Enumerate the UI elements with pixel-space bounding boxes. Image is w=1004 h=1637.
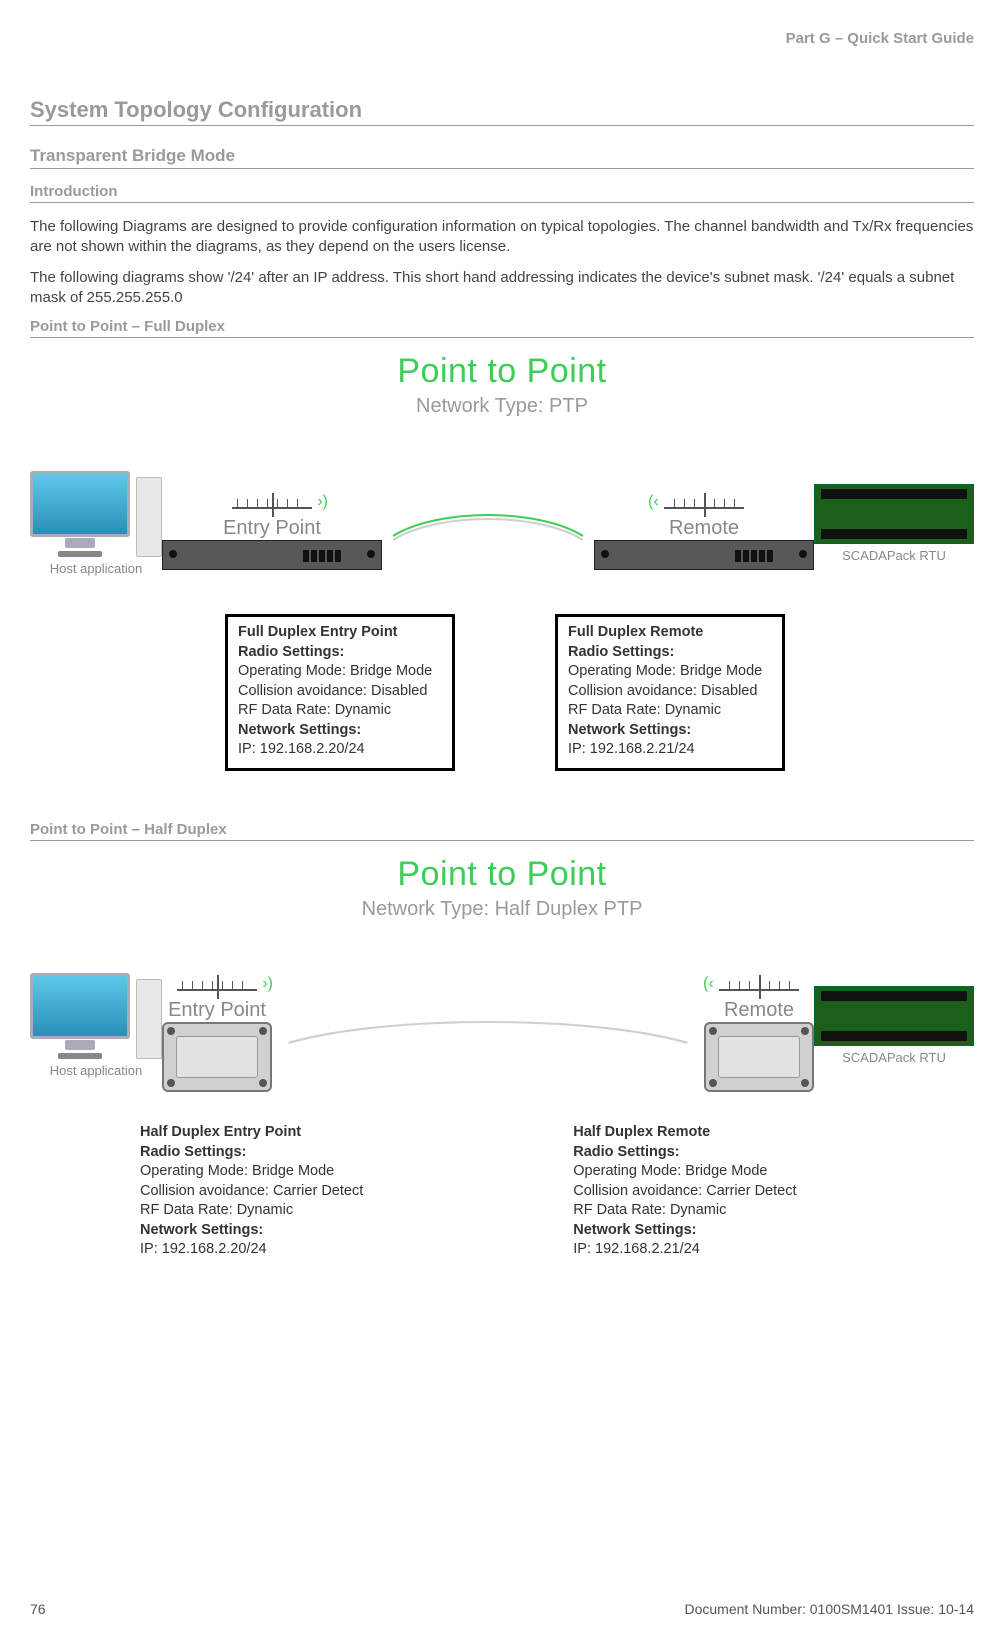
collision: Collision avoidance: Disabled (238, 683, 427, 699)
section-heading-ptp-half: Point to Point – Half Duplex (30, 821, 974, 841)
host-label: Host application (50, 561, 143, 576)
section-heading-intro: Introduction (30, 183, 974, 203)
settings-remote-half: Half Duplex Remote Radio Settings: Opera… (573, 1117, 806, 1268)
box-title: Full Duplex Remote (568, 624, 703, 640)
diagram-ptp-half: Point to Point Network Type: Half Duplex… (30, 855, 974, 1268)
data-rate: RF Data Rate: Dynamic (238, 702, 391, 718)
waves-icon: ›) (262, 975, 273, 993)
remote-label: Remote (669, 517, 739, 540)
box-title: Full Duplex Entry Point (238, 624, 398, 640)
header-part: Part G – Quick Start Guide (30, 30, 974, 47)
remote-node: (‹ Remote (594, 477, 814, 570)
entry-label: Entry Point (223, 517, 321, 540)
collision: Collision avoidance: Carrier Detect (573, 1183, 796, 1199)
host-label: Host application (50, 1063, 143, 1078)
antenna-icon: ›) (232, 477, 312, 517)
page-footer: 76 Document Number: 0100SM1401 Issue: 10… (30, 1601, 974, 1617)
diagram-title: Point to Point (30, 855, 974, 894)
ip-address: IP: 192.168.2.20/24 (140, 1241, 267, 1257)
scadapack-icon (814, 484, 974, 544)
remote-label: Remote (724, 999, 794, 1022)
radio-settings-label: Radio Settings: (238, 644, 344, 660)
scada-label: SCADAPack RTU (842, 548, 946, 563)
antenna-icon: (‹ (664, 477, 744, 517)
waves-icon: ›) (317, 493, 328, 511)
network-settings-label: Network Settings: (140, 1222, 263, 1238)
remote-node: (‹ Remote (704, 959, 814, 1092)
rack-radio-icon (162, 540, 382, 570)
op-mode: Operating Mode: Bridge Mode (238, 663, 432, 679)
settings-entry-full: Full Duplex Entry Point Radio Settings: … (225, 614, 455, 771)
ip-address: IP: 192.168.2.21/24 (573, 1241, 700, 1257)
box-title: Half Duplex Remote (573, 1124, 710, 1140)
section-heading-mode: Transparent Bridge Mode (30, 146, 974, 169)
diagram-subtitle: Network Type: Half Duplex PTP (30, 898, 974, 921)
settings-entry-half: Half Duplex Entry Point Radio Settings: … (140, 1117, 373, 1268)
rf-link-icon (278, 1001, 698, 1051)
rack-radio-icon (594, 540, 814, 570)
intro-paragraph-2: The following diagrams show '/24' after … (30, 268, 974, 309)
collision: Collision avoidance: Disabled (568, 683, 757, 699)
monitor-icon (30, 471, 130, 537)
monitor-icon (30, 973, 130, 1039)
antenna-icon: (‹ (719, 959, 799, 999)
diagram-title: Point to Point (30, 352, 974, 391)
box-radio-icon (162, 1022, 272, 1092)
section-heading-ptp-full: Point to Point – Full Duplex (30, 318, 974, 338)
scadapack-icon (814, 986, 974, 1046)
ip-address: IP: 192.168.2.20/24 (238, 741, 365, 757)
waves-icon: (‹ (648, 493, 659, 511)
diagram-ptp-full: Point to Point Network Type: PTP Host ap… (30, 352, 974, 771)
network-settings-label: Network Settings: (573, 1222, 696, 1238)
entry-node: ›) Entry Point (162, 959, 272, 1092)
op-mode: Operating Mode: Bridge Mode (140, 1163, 334, 1179)
diagram-subtitle: Network Type: PTP (30, 395, 974, 418)
network-settings-label: Network Settings: (568, 722, 691, 738)
scada-label: SCADAPack RTU (842, 1050, 946, 1065)
document-number: Document Number: 0100SM1401 Issue: 10-14 (685, 1601, 975, 1617)
waves-icon: (‹ (703, 975, 714, 993)
page-number: 76 (30, 1601, 46, 1617)
intro-paragraph-1: The following Diagrams are designed to p… (30, 217, 974, 258)
data-rate: RF Data Rate: Dynamic (140, 1202, 293, 1218)
ip-address: IP: 192.168.2.21/24 (568, 741, 695, 757)
rf-link-icon (388, 498, 588, 548)
modem-icon (136, 477, 162, 557)
settings-remote-full: Full Duplex Remote Radio Settings: Opera… (555, 614, 785, 771)
host-device: Host application (30, 471, 162, 576)
antenna-icon: ›) (177, 959, 257, 999)
radio-settings-label: Radio Settings: (573, 1144, 679, 1160)
entry-label: Entry Point (168, 999, 266, 1022)
collision: Collision avoidance: Carrier Detect (140, 1183, 363, 1199)
scada-device: SCADAPack RTU (814, 986, 974, 1065)
entry-node: ›) Entry Point (162, 477, 382, 570)
page-title: System Topology Configuration (30, 97, 974, 126)
box-title: Half Duplex Entry Point (140, 1124, 301, 1140)
data-rate: RF Data Rate: Dynamic (573, 1202, 726, 1218)
op-mode: Operating Mode: Bridge Mode (573, 1163, 767, 1179)
box-radio-icon (704, 1022, 814, 1092)
modem-icon (136, 979, 162, 1059)
op-mode: Operating Mode: Bridge Mode (568, 663, 762, 679)
network-settings-label: Network Settings: (238, 722, 361, 738)
data-rate: RF Data Rate: Dynamic (568, 702, 721, 718)
scada-device: SCADAPack RTU (814, 484, 974, 563)
radio-settings-label: Radio Settings: (568, 644, 674, 660)
radio-settings-label: Radio Settings: (140, 1144, 246, 1160)
host-device: Host application (30, 973, 162, 1078)
